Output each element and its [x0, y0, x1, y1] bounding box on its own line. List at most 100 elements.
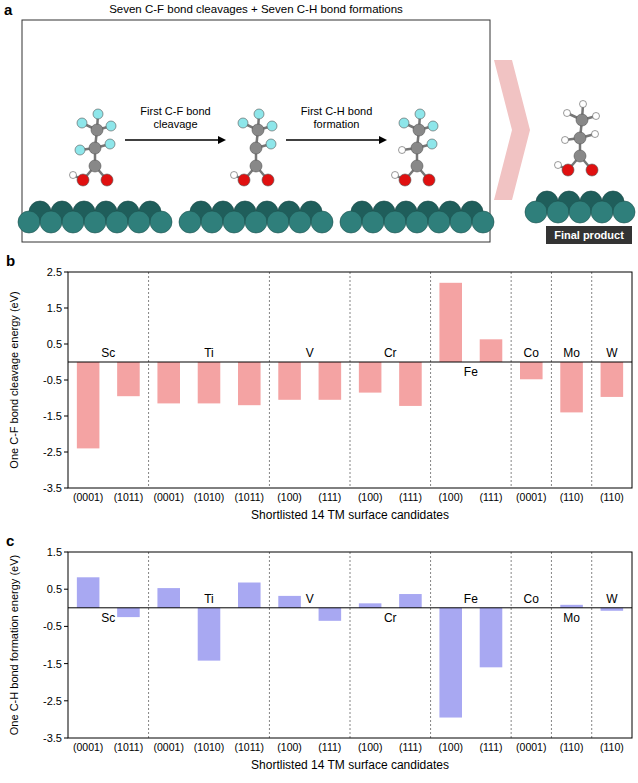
group-divider — [551, 272, 552, 488]
atom-carbon — [89, 142, 101, 154]
atom-fluorine — [427, 139, 437, 149]
bar — [198, 608, 221, 661]
y-tick — [64, 589, 68, 590]
atom-metal — [362, 211, 384, 233]
bar — [560, 362, 583, 412]
panel-letter: c — [6, 532, 14, 549]
arrow — [286, 139, 381, 140]
y-tick-label: -2.5 — [43, 695, 62, 707]
panel-letter: a — [4, 1, 13, 18]
x-tick-label: (110) — [600, 491, 624, 503]
group-label: V — [306, 592, 314, 606]
group-label: Cr — [384, 611, 397, 625]
x-tick-label: (111) — [399, 741, 422, 753]
group-label: Co — [524, 346, 540, 360]
y-tick — [64, 738, 68, 739]
group-divider — [511, 272, 512, 488]
y-tick-label: -0.5 — [43, 374, 62, 386]
atom-metal — [201, 211, 223, 233]
panel-b: b-3.5-2.5-1.5-0.50.51.52.5One C-F bond c… — [6, 252, 632, 522]
atom-metal — [84, 211, 106, 233]
atom-oxygen — [101, 174, 113, 186]
atom-metal — [311, 211, 333, 233]
y-tick-label: -1.5 — [43, 410, 62, 422]
panel-title: Seven C-F bond cleavages + Seven C-H bon… — [109, 3, 403, 15]
atom-oxygen — [423, 174, 435, 186]
y-tick-label: 1.5 — [47, 302, 62, 314]
x-tick-label: (0001) — [154, 741, 184, 753]
zero-line — [68, 607, 632, 608]
group-label: Sc — [101, 346, 115, 360]
bar — [399, 362, 422, 406]
atom-oxygen — [399, 174, 411, 186]
atom-metal — [106, 211, 128, 233]
group-label: Ti — [204, 592, 214, 606]
panel-a: a Seven C-F bond cleavages + Seven C-H bo… — [4, 1, 635, 244]
x-tick-label: (100) — [277, 741, 302, 753]
y-tick — [64, 488, 68, 489]
atom-metal — [179, 211, 201, 233]
atom-oxygen — [586, 164, 598, 176]
y-tick — [64, 380, 68, 381]
bar — [278, 362, 301, 400]
x-tick-label: (0001) — [154, 491, 184, 503]
atom-fluorine — [238, 118, 248, 128]
x-tick-label: (1011) — [114, 741, 144, 753]
x-tick-label: (100) — [358, 491, 383, 503]
atom-carbon — [89, 160, 101, 172]
x-tick-label: (1010) — [194, 741, 224, 753]
plot-frame — [68, 552, 632, 738]
atom-metal — [613, 201, 635, 223]
arrowhead — [379, 136, 387, 144]
atom-hydrogen — [70, 172, 77, 179]
atom-hydrogen — [231, 172, 238, 179]
panel-box — [22, 20, 490, 242]
atom-hydrogen — [399, 147, 406, 154]
bar — [399, 594, 422, 608]
group-label: Sc — [101, 611, 115, 625]
x-tick-label: (1011) — [114, 491, 144, 503]
y-tick — [64, 552, 68, 553]
bar — [319, 608, 342, 621]
x-tick-label: (100) — [438, 741, 463, 753]
bar — [439, 608, 462, 718]
x-tick-label: (0001) — [516, 491, 546, 503]
y-tick — [64, 272, 68, 273]
atom-metal — [472, 211, 494, 233]
y-tick-label: -0.5 — [43, 620, 62, 632]
y-tick — [64, 344, 68, 345]
atom-oxygen — [238, 174, 250, 186]
bar — [601, 362, 624, 397]
figure: a Seven C-F bond cleavages + Seven C-H bo… — [0, 0, 638, 783]
step-label: First C-H bondformation — [301, 105, 373, 130]
x-tick-label: (110) — [560, 491, 584, 503]
atom-oxygen — [77, 174, 89, 186]
final-label-box — [546, 226, 632, 244]
x-tick-label: (111) — [318, 741, 341, 753]
x-tick-label: (1011) — [234, 741, 264, 753]
arrowhead — [218, 136, 226, 144]
group-label: Cr — [384, 346, 397, 360]
x-tick-label: (111) — [399, 491, 422, 503]
atom-metal — [428, 211, 450, 233]
atom-carbon — [574, 150, 586, 162]
panel-letter: b — [6, 252, 15, 269]
bar — [117, 362, 140, 396]
y-tick-label: 2.5 — [47, 266, 62, 278]
x-axis-title: Shortlisted 14 TM surface candidates — [251, 508, 449, 522]
step-label: First C-F bondcleavage — [140, 105, 210, 130]
atom-metal — [18, 211, 40, 233]
group-divider — [148, 272, 149, 488]
y-tick — [64, 308, 68, 309]
bar — [238, 362, 261, 405]
y-tick-label: 0.5 — [47, 583, 62, 595]
bar — [319, 362, 342, 400]
bars — [77, 283, 623, 449]
atom-metal — [340, 211, 362, 233]
x-tick-label: (100) — [438, 491, 463, 503]
bar — [238, 583, 261, 608]
x-tick-label: (110) — [560, 741, 584, 753]
atom-carbon — [576, 114, 588, 126]
group-divider — [430, 272, 431, 488]
x-tick-label: (1011) — [234, 491, 264, 503]
